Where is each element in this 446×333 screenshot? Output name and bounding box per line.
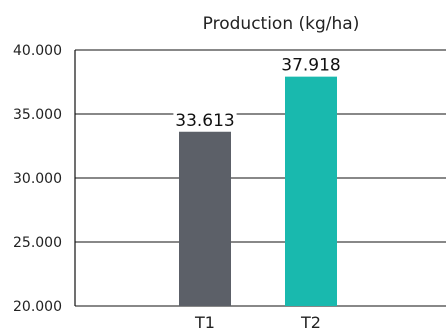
y-axis-ticks: 20.000 25.000 30.000 35.000 40.000 — [13, 43, 62, 315]
data-label-background — [173, 109, 237, 129]
x-tick-label-t2: T2 — [300, 313, 321, 332]
y-tick-label: 30.000 — [13, 171, 62, 187]
data-label-t2: 37.918 — [281, 56, 340, 76]
y-tick-label: 20.000 — [13, 299, 62, 315]
x-axis-ticks: T1 T2 — [194, 313, 321, 332]
chart-title: Production (kg/ha) — [203, 14, 360, 34]
data-labels: 33.613 37.918 — [173, 54, 343, 131]
gridlines — [75, 49, 446, 307]
y-tick-label: 35.000 — [13, 107, 62, 123]
data-label-background — [279, 54, 343, 74]
x-tick-label-t1: T1 — [194, 313, 215, 332]
y-tick-label: 25.000 — [13, 235, 62, 251]
bar-t1 — [179, 131, 231, 306]
y-tick-label: 40.000 — [13, 43, 62, 59]
data-label-t1: 33.613 — [175, 111, 234, 131]
bars — [179, 76, 337, 306]
bar-t2 — [285, 76, 337, 306]
